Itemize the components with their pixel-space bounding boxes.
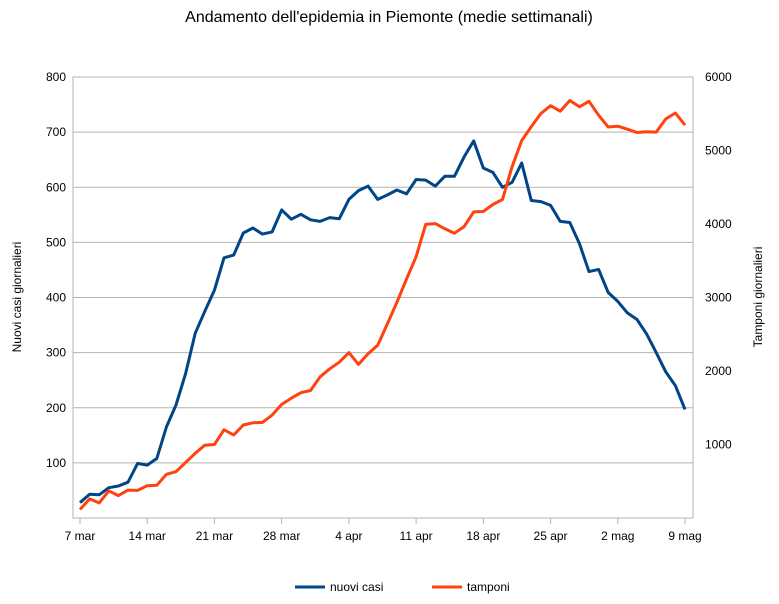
left-tick-label: 200: [46, 401, 66, 415]
x-tick-label: 21 mar: [196, 529, 233, 543]
x-tick-label: 4 apr: [335, 529, 362, 543]
right-tick-label: 5000: [705, 144, 732, 158]
chart-title: Andamento dell'epidemia in Piemonte (med…: [185, 9, 593, 26]
left-tick-label: 100: [46, 456, 66, 470]
x-tick-label: 9 mag: [668, 529, 701, 543]
legend-label: tamponi: [467, 580, 510, 594]
left-axis-tick-labels: 100 200 300 400 500 600 700 800: [46, 70, 66, 470]
x-tick-label: 14 mar: [129, 529, 166, 543]
series-line-nuovi-casi: [79, 139, 687, 504]
left-tick-label: 400: [46, 291, 66, 305]
x-axis-tick-labels: 7 mar 14 mar 21 mar 28 mar 4 apr 11 apr 18 apr…: [65, 518, 702, 543]
x-tick-label: 18 apr: [466, 529, 500, 543]
x-tick-label: 11 apr: [400, 529, 433, 543]
x-tick-label: 28 mar: [263, 529, 300, 543]
left-axis-label: Nuovi casi giornalieri: [10, 242, 24, 353]
x-tick-label: 7 mar: [65, 529, 96, 543]
left-tick-label: 700: [46, 125, 66, 139]
legend-label: nuovi casi: [330, 580, 383, 594]
right-tick-label: 6000: [705, 70, 732, 84]
right-axis-tick-labels: 1000 2000 3000 4000 5000 6000: [705, 70, 732, 452]
left-tick-label: 500: [46, 235, 66, 249]
plot-area-border: [72, 76, 694, 519]
left-tick-label: 300: [46, 346, 66, 360]
right-tick-label: 4000: [705, 217, 732, 231]
right-tick-label: 3000: [705, 291, 732, 305]
left-tick-label: 800: [46, 70, 66, 84]
x-tick-label: 2 mag: [601, 529, 634, 543]
legend: nuovi casi tamponi: [295, 580, 510, 594]
right-tick-label: 1000: [705, 438, 732, 452]
right-axis-label: Tamponi giornalieri: [751, 247, 765, 348]
x-tick-label: 25 apr: [534, 529, 568, 543]
left-tick-label: 600: [46, 180, 66, 194]
series-lines: [78, 99, 687, 511]
right-tick-label: 2000: [705, 364, 732, 378]
series-line-tamponi: [78, 99, 687, 511]
